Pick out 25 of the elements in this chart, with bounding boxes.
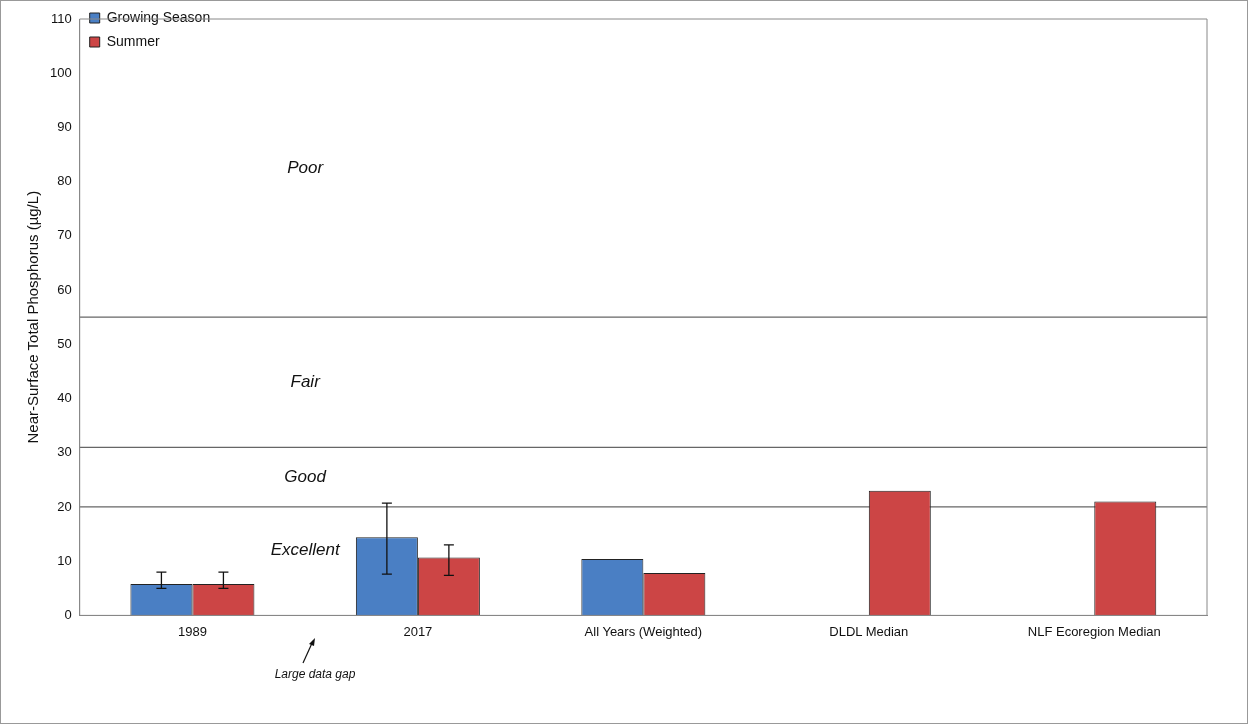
y-tick-label: 100	[49, 64, 72, 80]
y-tick-label: 90	[57, 119, 72, 135]
annotation: Good	[284, 466, 327, 486]
y-tick-label: 60	[57, 281, 72, 297]
y-axis-title: Near-Surface Total Phosphorus (µg/L)	[24, 190, 42, 444]
x-tick-label: NLF Ecoregion Median	[1027, 623, 1161, 639]
annotation: Poor	[287, 157, 325, 177]
x-tick-label: DLDL Median	[829, 623, 909, 639]
y-tick-label: 0	[64, 606, 72, 622]
x-tick-label: All Years (Weighted)	[584, 623, 703, 639]
annotation: Excellent	[270, 540, 341, 560]
y-tick-label: 70	[57, 227, 72, 243]
annotation: Fair	[290, 372, 322, 391]
y-tick-label: 40	[57, 390, 72, 406]
y-tick-label: 20	[57, 498, 72, 514]
y-tick-label: 10	[57, 552, 72, 568]
y-tick-label: 80	[57, 173, 72, 189]
text: Large data gap	[274, 667, 356, 682]
y-tick-label: 50	[57, 335, 72, 351]
legend-label: Growing Season	[106, 8, 211, 25]
legend-label: Summer	[106, 32, 160, 49]
y-tick-label: 110	[50, 10, 72, 26]
x-tick-label: 1989	[177, 623, 207, 639]
x-tick-label: 2017	[403, 623, 433, 639]
y-tick-label: 30	[57, 444, 72, 460]
